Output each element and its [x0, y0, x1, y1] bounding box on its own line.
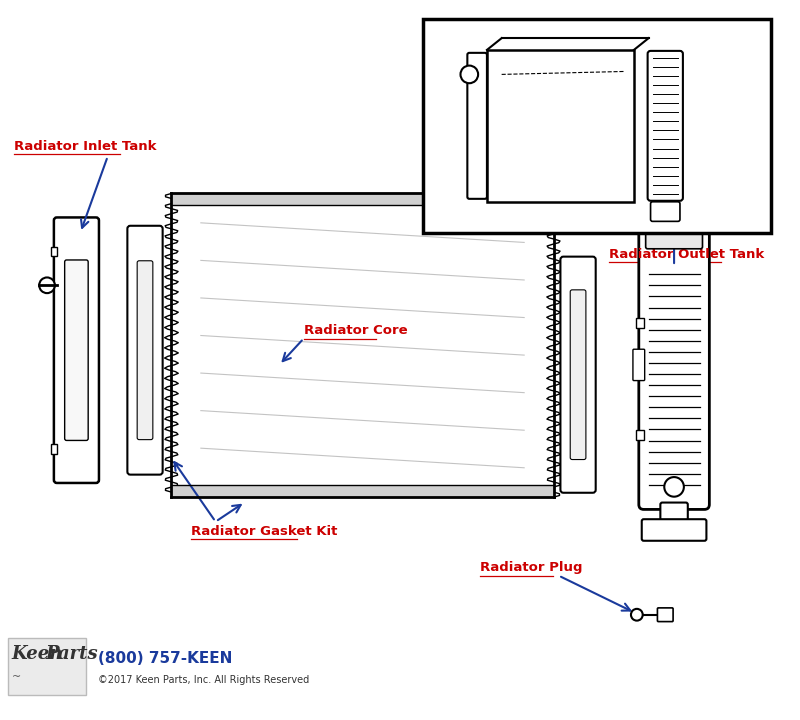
Text: Radiator Inlet Tank: Radiator Inlet Tank	[14, 140, 156, 153]
Text: Radiator Plug: Radiator Plug	[480, 561, 582, 575]
FancyBboxPatch shape	[636, 430, 644, 440]
Bar	[487, 50, 634, 202]
Circle shape	[664, 477, 684, 497]
Text: Radiator Outlet Tank: Radiator Outlet Tank	[610, 248, 765, 261]
Bar	[171, 194, 554, 205]
Circle shape	[39, 277, 55, 293]
FancyBboxPatch shape	[660, 503, 688, 526]
FancyBboxPatch shape	[639, 220, 710, 510]
FancyBboxPatch shape	[54, 217, 99, 483]
FancyBboxPatch shape	[137, 261, 153, 440]
FancyBboxPatch shape	[636, 318, 644, 328]
FancyBboxPatch shape	[633, 349, 645, 381]
Bar	[171, 194, 554, 498]
Bar	[8, 638, 86, 695]
Text: Radiator Core: Radiator Core	[304, 324, 407, 337]
FancyBboxPatch shape	[51, 247, 57, 256]
Bar	[423, 19, 771, 233]
FancyBboxPatch shape	[570, 290, 586, 459]
Text: Radiator Gasket Kit: Radiator Gasket Kit	[434, 143, 581, 156]
FancyBboxPatch shape	[51, 444, 57, 454]
Text: Radiator Gasket Kit: Radiator Gasket Kit	[191, 525, 338, 538]
Bar	[171, 485, 554, 498]
Text: Parts: Parts	[45, 645, 98, 663]
Text: Radiator: Radiator	[434, 123, 498, 136]
FancyBboxPatch shape	[646, 228, 702, 249]
FancyBboxPatch shape	[650, 202, 680, 221]
FancyBboxPatch shape	[658, 608, 673, 621]
FancyBboxPatch shape	[65, 260, 88, 441]
FancyBboxPatch shape	[642, 519, 706, 541]
FancyBboxPatch shape	[127, 226, 162, 474]
Text: Keen: Keen	[12, 645, 63, 663]
Circle shape	[631, 609, 642, 621]
Text: (800) 757-KEEN: (800) 757-KEEN	[98, 652, 232, 666]
Circle shape	[461, 66, 478, 84]
Text: ~: ~	[12, 672, 21, 683]
Text: ©2017 Keen Parts, Inc. All Rights Reserved: ©2017 Keen Parts, Inc. All Rights Reserv…	[98, 675, 310, 685]
FancyBboxPatch shape	[561, 256, 596, 492]
